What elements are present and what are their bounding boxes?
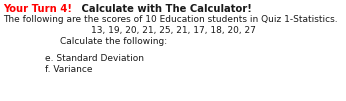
Text: e. Standard Deviation: e. Standard Deviation — [45, 54, 144, 63]
Text: f. Variance: f. Variance — [45, 65, 92, 74]
Text: The following are the scores of 10 Education students in Quiz 1-Statistics.: The following are the scores of 10 Educa… — [3, 15, 338, 24]
Text: Calculate with The Calculator!: Calculate with The Calculator! — [79, 4, 252, 14]
Text: Your Turn 4!: Your Turn 4! — [3, 4, 72, 14]
Text: Calculate the following:: Calculate the following: — [60, 37, 167, 46]
Text: 13, 19, 20, 21, 25, 21, 17, 18, 20, 27: 13, 19, 20, 21, 25, 21, 17, 18, 20, 27 — [91, 26, 255, 35]
